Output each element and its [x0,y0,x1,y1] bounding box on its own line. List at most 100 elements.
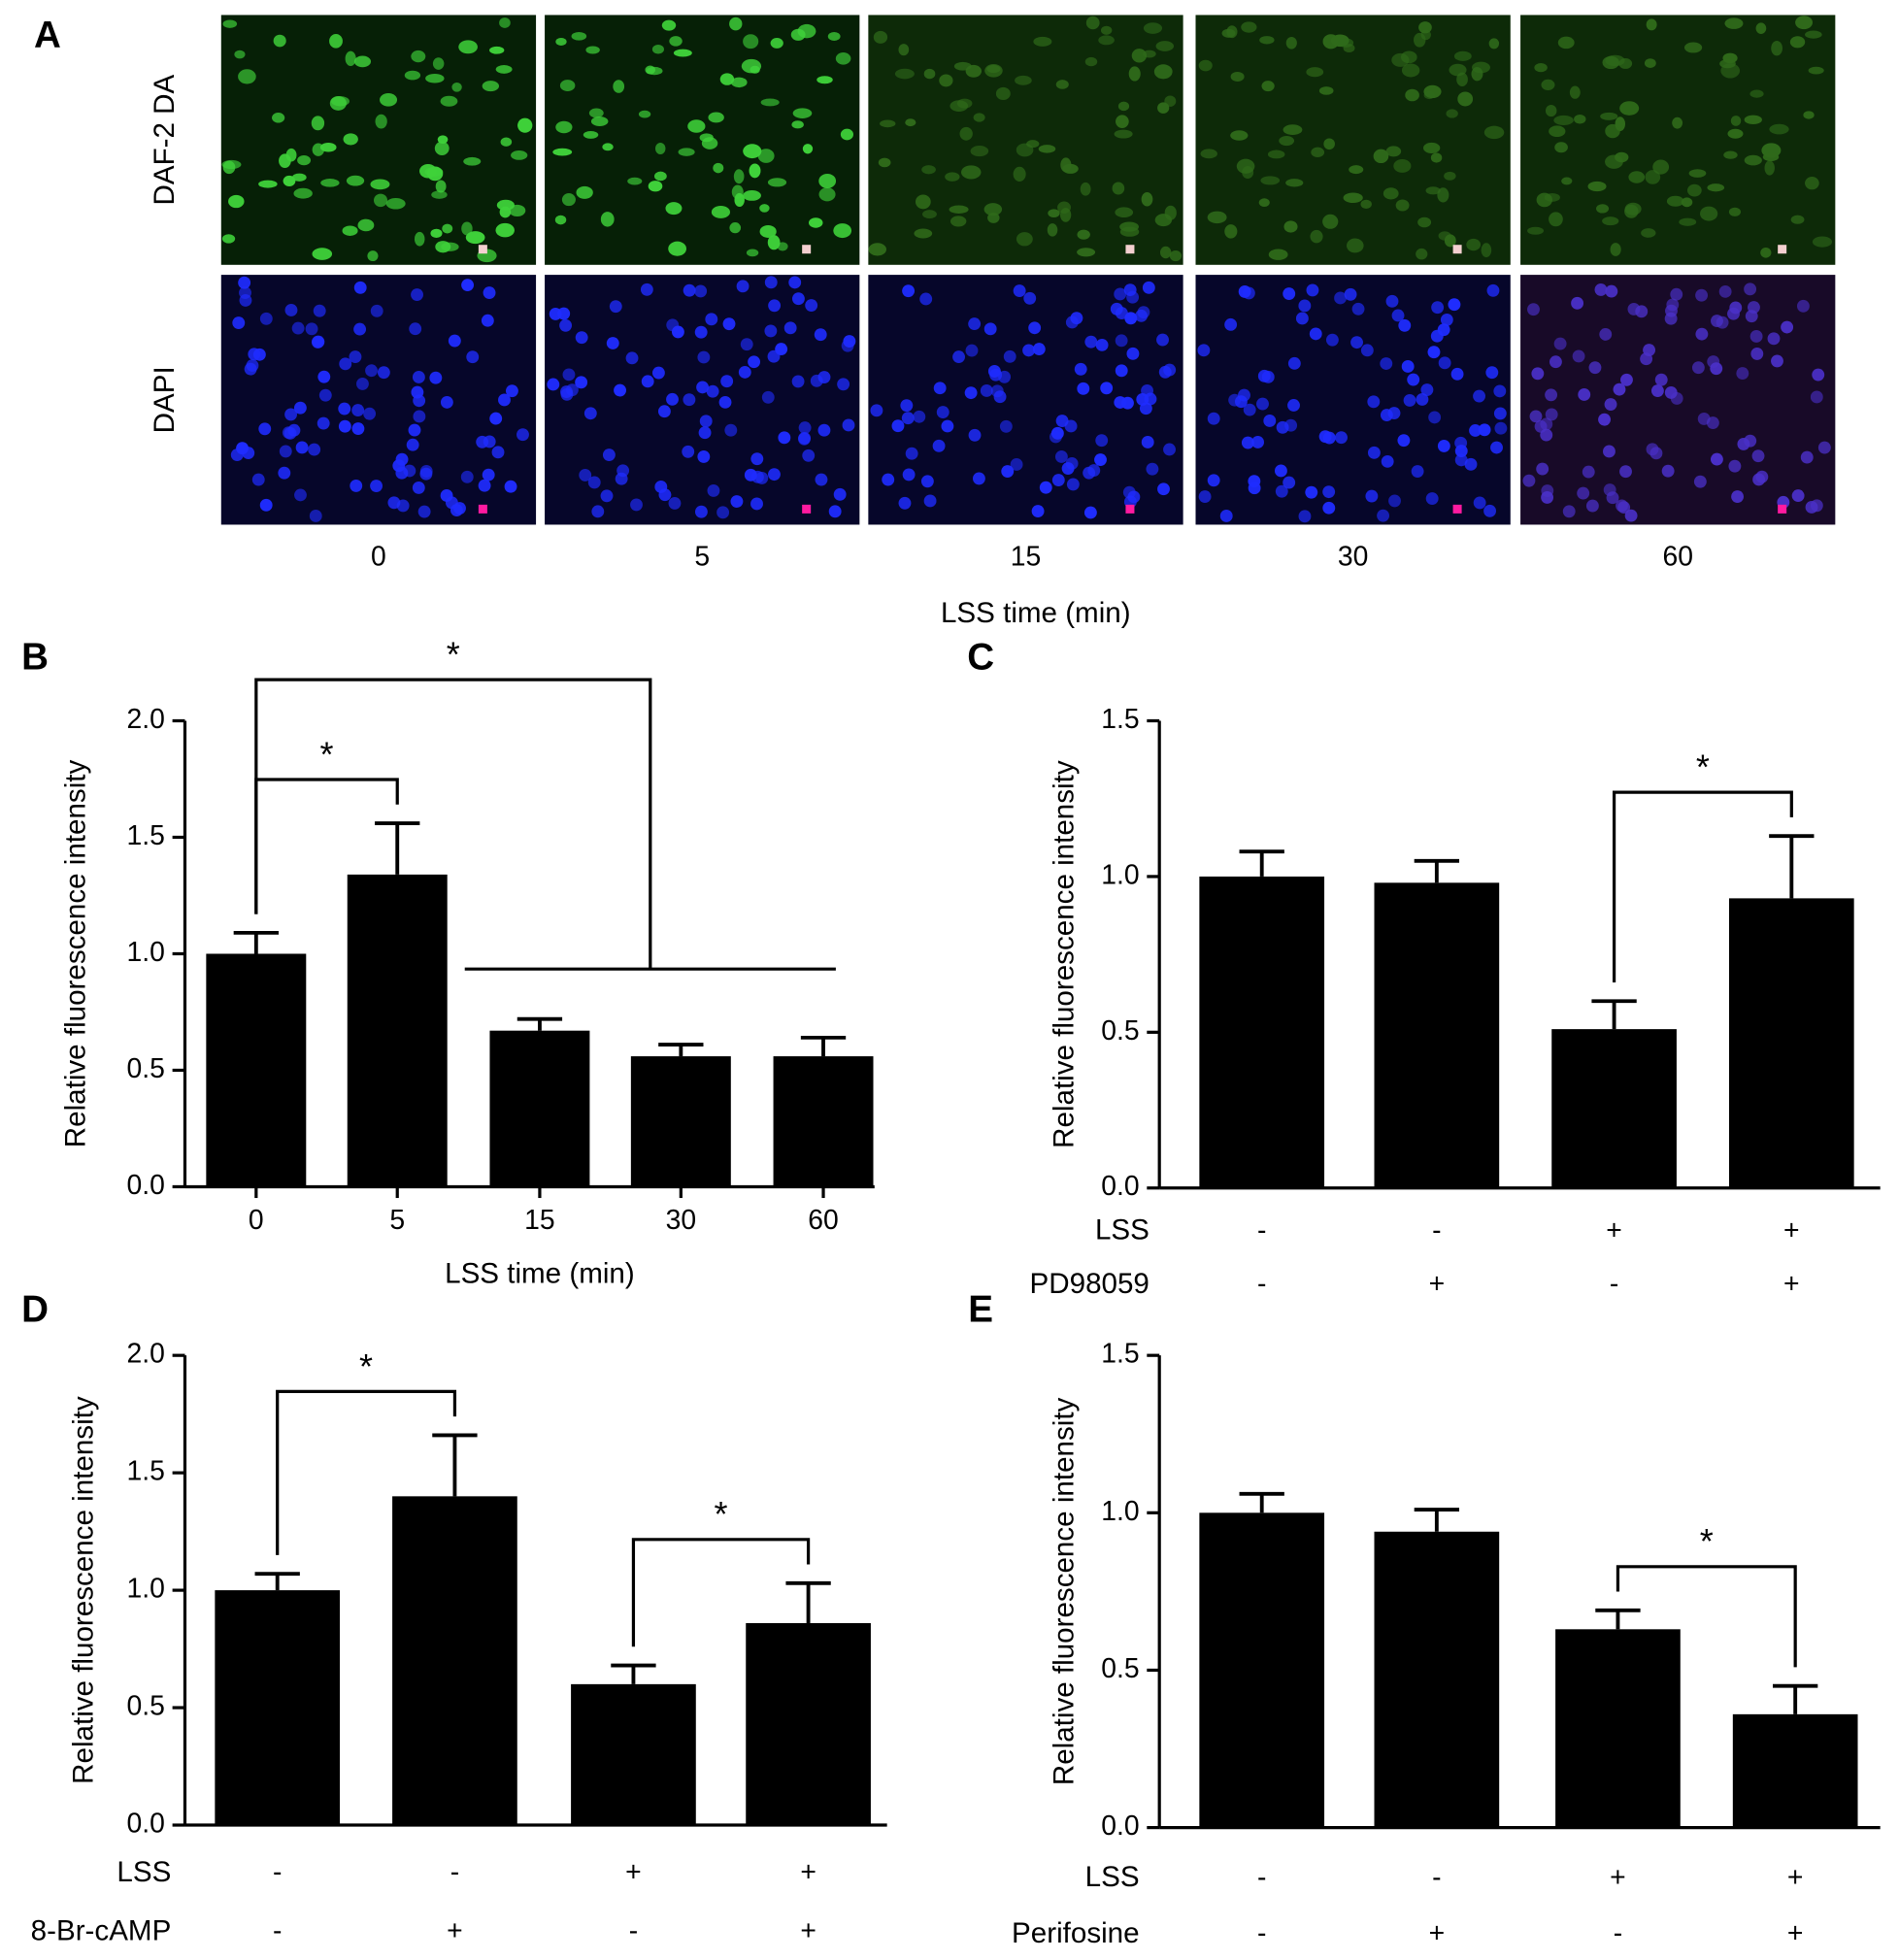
cell [1283,220,1298,233]
cell [627,177,643,185]
cell [1198,490,1212,503]
micrograph [868,15,1183,265]
cell [1444,171,1456,181]
cell [511,150,528,160]
cell [342,225,358,236]
cell [1230,130,1249,141]
cell [1305,485,1318,499]
cell [1710,452,1723,466]
cell [706,384,719,398]
bar [1732,1713,1858,1828]
y-tick-label: 1.0 [1101,858,1139,889]
cell [258,180,278,188]
cell [1661,464,1675,478]
cell [696,381,710,394]
cell [1534,62,1548,73]
cell [1124,312,1138,325]
cell [1448,298,1461,312]
cell [419,467,433,481]
cell [1260,176,1281,185]
cell [1603,483,1616,497]
cell [694,284,708,298]
cell [559,80,576,92]
error-bar [1595,1608,1641,1630]
cell [1322,501,1336,515]
cell [764,324,778,338]
cell [517,117,533,133]
significance-label: * [447,634,460,674]
bar [489,1030,590,1187]
significance-label: * [1700,1521,1714,1561]
cell [1605,284,1618,298]
cell [1646,18,1657,31]
cell [1531,367,1545,381]
column-label: 5 [694,541,710,572]
cell [1207,474,1220,487]
cell [313,304,326,317]
cell [1094,453,1107,466]
cell [1026,140,1040,149]
error-bar [1414,1508,1460,1532]
y-axis-title: Relative fluorescence intensity [1048,1397,1080,1785]
error-bar [1591,999,1637,1030]
significance-label: * [359,1346,373,1386]
cell [1112,182,1125,195]
cell [1077,248,1096,257]
y-tick-label: 0.5 [127,1052,165,1083]
cell [993,390,1007,404]
cell [1736,367,1749,381]
cell [1080,182,1091,196]
cell [1380,357,1393,370]
cell [1720,63,1741,79]
cell [1613,382,1626,396]
cell [973,113,985,122]
y-tick-label: 0.0 [1101,1170,1139,1201]
cell [920,475,934,488]
cell [1749,89,1764,98]
cell [1771,354,1783,368]
y-tick-label: 0.0 [127,1169,165,1200]
y-tick-label: 0.5 [1101,1014,1139,1046]
cell [707,484,720,497]
cell [1488,38,1500,50]
cell [980,384,993,397]
cell [293,187,313,199]
cell [1540,428,1553,442]
condition-name: LSS [1095,1214,1149,1246]
cell [351,404,365,417]
cell [797,23,816,39]
cell [320,179,340,187]
cell [1664,312,1678,325]
y-tick-label: 1.0 [127,936,165,967]
cell [460,470,474,483]
cell [1430,152,1443,163]
cell [1582,465,1595,479]
cell [1727,128,1744,139]
cell [1572,349,1585,363]
error-bar [375,821,420,875]
cell [1769,123,1789,135]
cell [1395,199,1410,212]
cell [949,205,969,215]
cell [651,366,665,380]
cell [1115,364,1128,378]
cell [1051,474,1065,486]
condition-sign: - [1614,1917,1622,1948]
cell [1243,403,1256,416]
cell [585,46,600,54]
cell [1337,38,1354,48]
cell [412,371,425,383]
cell [466,350,480,364]
cell [718,395,732,409]
cell [259,498,273,512]
cell [1048,209,1060,217]
cell [412,481,425,494]
cell [228,194,245,209]
cell [1438,231,1451,241]
cell [429,371,443,384]
column-label: 0 [371,541,386,572]
cell [1298,510,1312,523]
scale-marker [478,504,487,514]
cell [1602,445,1616,458]
